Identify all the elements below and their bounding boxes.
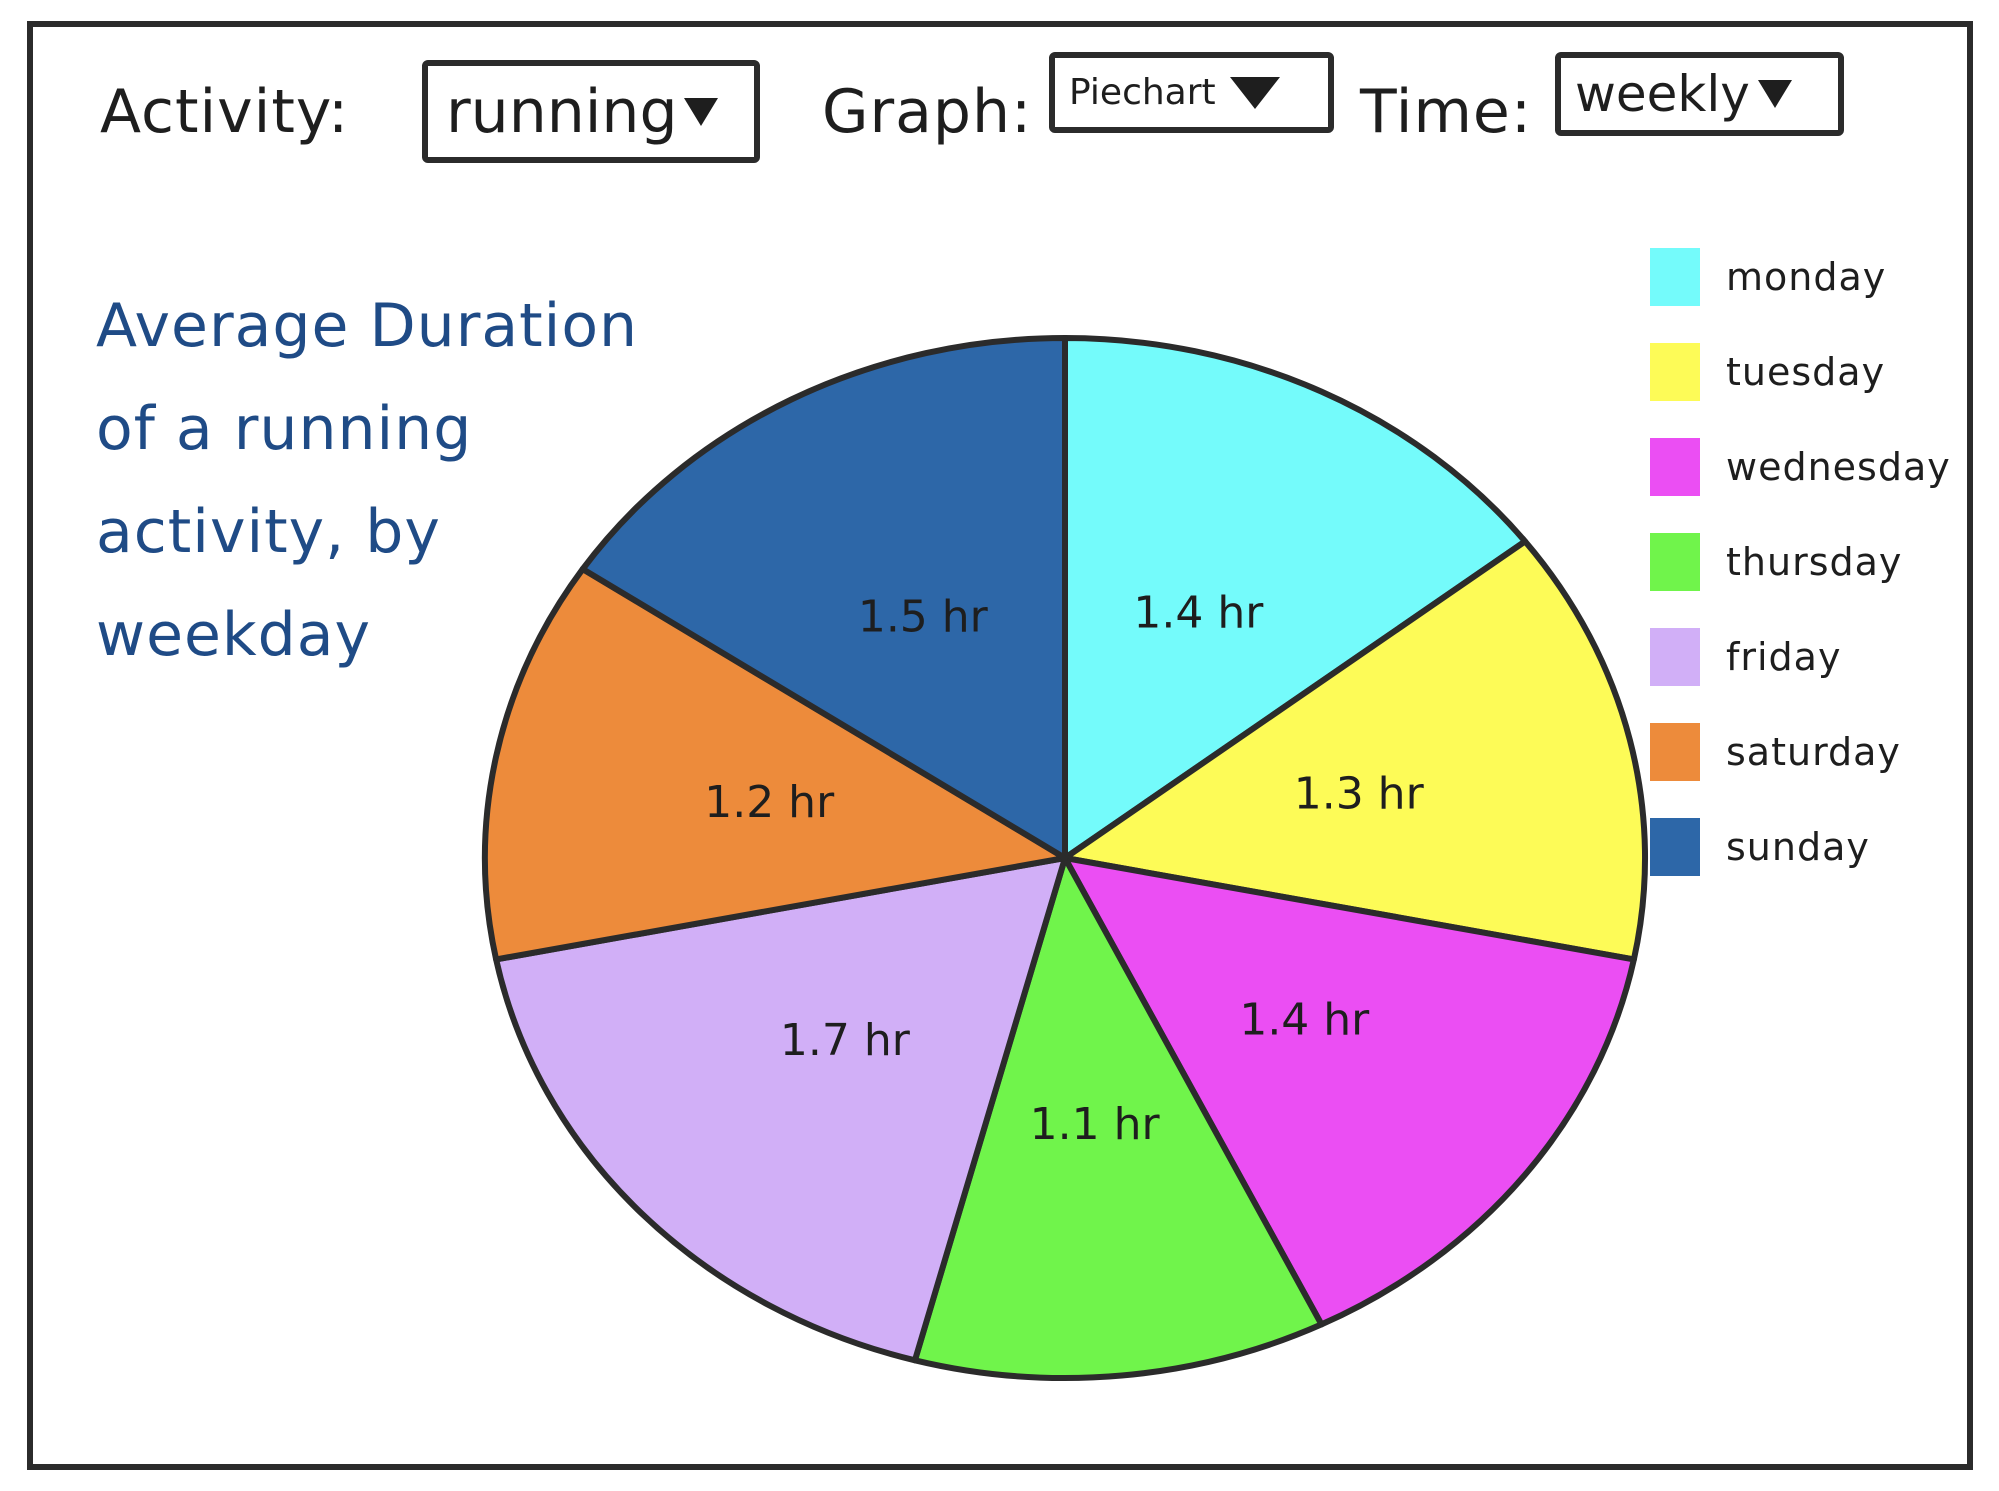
graph-select-value: Piechart — [1069, 72, 1216, 113]
legend-label: tuesday — [1726, 350, 1886, 394]
legend-item-monday: monday — [1650, 245, 1886, 309]
activity-select-value: running — [446, 76, 678, 147]
time-select[interactable]: weekly — [1555, 52, 1844, 136]
graph-select[interactable]: Piechart — [1049, 52, 1334, 133]
slice-label-friday: 1.7 hr — [780, 1015, 911, 1066]
time-control: Time: — [1360, 72, 1532, 152]
legend-item-thursday: thursday — [1650, 530, 1902, 594]
slice-label-sunday: 1.5 hr — [858, 592, 989, 643]
dropdown-triangle-icon — [1229, 76, 1280, 109]
legend-swatch — [1650, 248, 1700, 306]
slice-label-monday: 1.4 hr — [1133, 588, 1264, 639]
pie-slice-monday — [1062, 335, 1529, 861]
chart-title: Average Duration of a running activity, … — [96, 291, 639, 670]
activity-select[interactable]: running — [422, 60, 760, 163]
legend-label: wednesday — [1726, 445, 1951, 489]
slice-label-saturday: 1.2 hr — [704, 777, 835, 828]
slice-label-wednesday: 1.4 hr — [1239, 995, 1370, 1046]
legend-item-saturday: saturday — [1650, 720, 1901, 784]
slice-label-thursday: 1.1 hr — [1030, 1099, 1161, 1150]
legend-swatch — [1650, 343, 1700, 401]
activity-control: Activity: — [100, 72, 349, 152]
legend-label: thursday — [1726, 540, 1903, 584]
pie-slice-saturday — [481, 566, 1068, 963]
legend-item-sunday: sunday — [1650, 815, 1870, 879]
slice-label-tuesday: 1.3 hr — [1294, 769, 1425, 820]
pie-slice-friday — [493, 855, 1068, 1364]
legend-swatch — [1650, 438, 1700, 496]
dropdown-triangle-icon — [683, 97, 718, 126]
legend-swatch — [1650, 818, 1700, 876]
time-select-value: weekly — [1575, 65, 1750, 123]
legend-label: sunday — [1726, 825, 1870, 869]
pie-slice-sunday — [579, 335, 1068, 861]
legend-label: saturday — [1726, 730, 1901, 774]
pie-slice-thursday — [911, 855, 1325, 1381]
legend-swatch — [1650, 628, 1700, 686]
pie-slice-tuesday — [1062, 538, 1649, 963]
legend-label: friday — [1726, 635, 1842, 679]
legend-item-tuesday: tuesday — [1650, 340, 1885, 404]
time-label: Time: — [1360, 77, 1533, 147]
activity-label: Activity: — [100, 77, 350, 147]
legend-swatch — [1650, 533, 1700, 591]
legend-label: monday — [1726, 255, 1887, 299]
graph-control: Graph: — [822, 72, 1032, 152]
legend-item-wednesday: wednesday — [1650, 435, 1951, 499]
pie-slice-wednesday — [1062, 855, 1637, 1328]
graph-label: Graph: — [822, 77, 1033, 147]
dropdown-triangle-icon — [1757, 80, 1792, 108]
legend-swatch — [1650, 723, 1700, 781]
legend-item-friday: friday — [1650, 625, 1841, 689]
